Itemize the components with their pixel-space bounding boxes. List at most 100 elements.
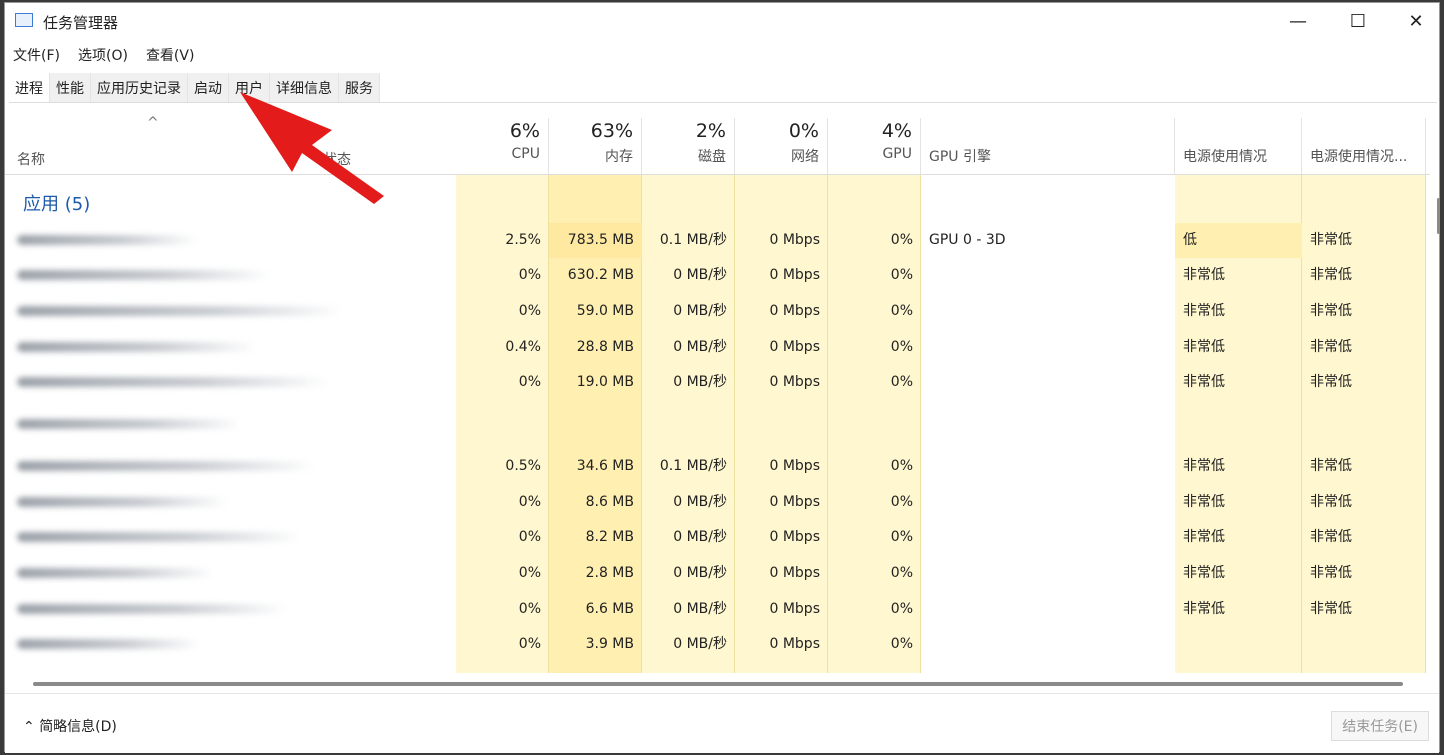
cell-disk: 0 MB/秒 xyxy=(673,267,727,283)
process-name-blurred[interactable] xyxy=(17,235,197,245)
power-label: 电源使用情况 xyxy=(1183,149,1267,165)
cell-power: 非常低 xyxy=(1183,267,1225,283)
cell-gpu: 0% xyxy=(890,636,913,652)
cell-disk: 0 MB/秒 xyxy=(673,339,727,355)
cell-power: 非常低 xyxy=(1183,494,1225,510)
cell-network: 0 Mbps xyxy=(769,601,820,617)
cell-power-trend: 非常低 xyxy=(1310,267,1352,283)
task-manager-icon xyxy=(15,13,33,27)
cell-cpu: 2.5% xyxy=(505,232,541,248)
cell-gpu-engine xyxy=(921,556,1175,591)
column-gpu[interactable]: 4% GPU xyxy=(828,118,921,175)
cell-gpu-engine xyxy=(921,485,1175,520)
horizontal-scrollbar[interactable] xyxy=(33,682,1403,686)
cell-gpu: 0% xyxy=(890,374,913,390)
column-name[interactable]: 名称 xyxy=(17,152,45,168)
column-cpu[interactable]: 6% CPU xyxy=(456,118,549,175)
column-disk[interactable]: 2% 磁盘 xyxy=(642,118,735,175)
cell-memory: 8.2 MB xyxy=(585,529,634,545)
menu-file[interactable]: 文件(F) xyxy=(13,48,60,64)
menu-view[interactable]: 查看(V) xyxy=(145,48,195,64)
cell-memory: 630.2 MB xyxy=(567,267,634,283)
process-name-blurred[interactable] xyxy=(17,419,242,429)
cell-cpu: 0% xyxy=(518,529,541,545)
tab-services[interactable]: 服务 xyxy=(339,73,380,102)
cell-memory: 6.6 MB xyxy=(585,601,634,617)
process-name-blurred[interactable] xyxy=(17,377,329,387)
tab-startup[interactable]: 启动 xyxy=(188,73,229,102)
process-name-blurred[interactable] xyxy=(17,461,315,471)
cell-network: 0 Mbps xyxy=(769,529,820,545)
group-apps[interactable]: 应用 (5) xyxy=(23,194,91,215)
process-table: 6% CPU 63% 内存 2% 磁盘 0% 网络 4% GPU GPU 引擎 电源使用情况 电源使用情… xyxy=(5,118,1430,673)
tab-processes[interactable]: 进程 xyxy=(9,73,50,102)
process-name-blurred[interactable] xyxy=(17,342,256,352)
cell-disk: 0 MB/秒 xyxy=(673,494,727,510)
cell-power-trend: 非常低 xyxy=(1310,529,1352,545)
disk-column-bg xyxy=(642,175,735,673)
column-gpu-engine[interactable]: GPU 引擎 xyxy=(921,118,1175,175)
menu-options[interactable]: 选项(O) xyxy=(77,48,128,64)
fewer-details-button[interactable]: ⌃ 简略信息(D) xyxy=(23,719,117,735)
cell-memory: 783.5 MB xyxy=(549,223,642,258)
cell-disk: 0 MB/秒 xyxy=(673,374,727,390)
column-power-trend[interactable]: 电源使用情况... xyxy=(1302,118,1426,175)
sort-ascending-icon[interactable]: ^ xyxy=(147,115,159,131)
memory-total: 63% xyxy=(590,120,633,142)
cell-gpu: 0% xyxy=(890,494,913,510)
cell-gpu: 0% xyxy=(890,601,913,617)
tab-performance[interactable]: 性能 xyxy=(50,73,91,102)
cell-power: 非常低 xyxy=(1183,303,1225,319)
maximize-button[interactable]: ☐ xyxy=(1349,11,1367,32)
cell-power xyxy=(1175,627,1302,662)
cell-memory: 8.6 MB xyxy=(585,494,634,510)
cell-gpu-engine xyxy=(921,258,1175,293)
cell-power: 非常低 xyxy=(1183,529,1225,545)
cell-power-trend xyxy=(1302,627,1426,662)
network-column-bg xyxy=(735,175,828,673)
cell-gpu: 0% xyxy=(890,458,913,474)
cell-power: 非常低 xyxy=(1183,458,1225,474)
cell-network: 0 Mbps xyxy=(769,494,820,510)
cell-gpu-engine xyxy=(921,330,1175,365)
column-power[interactable]: 电源使用情况 xyxy=(1175,118,1302,175)
cell-cpu: 0.5% xyxy=(505,458,541,474)
gpu-engine-label: GPU 引擎 xyxy=(929,149,991,165)
cell-power-trend: 非常低 xyxy=(1310,339,1352,355)
process-name-blurred[interactable] xyxy=(17,532,301,542)
memory-label: 内存 xyxy=(605,149,633,165)
window-title: 任务管理器 xyxy=(43,14,119,32)
cpu-label: CPU xyxy=(511,146,540,162)
tab-details[interactable]: 详细信息 xyxy=(270,73,339,102)
disk-total: 2% xyxy=(695,120,726,142)
process-name-blurred[interactable] xyxy=(17,568,214,578)
column-memory[interactable]: 63% 内存 xyxy=(549,118,642,175)
power-trend-column-bg xyxy=(1302,175,1426,673)
footer: ⌃ 简略信息(D) 结束任务(E) xyxy=(5,693,1439,753)
cell-gpu: 0% xyxy=(890,232,913,248)
cell-cpu: 0% xyxy=(518,267,541,283)
process-name-blurred[interactable] xyxy=(17,604,287,614)
cell-gpu: 0% xyxy=(890,565,913,581)
cell-cpu: 0% xyxy=(518,374,541,390)
cell-disk: 0 MB/秒 xyxy=(673,303,727,319)
column-network[interactable]: 0% 网络 xyxy=(735,118,828,175)
minimize-button[interactable]: — xyxy=(1289,11,1307,32)
tab-app-history[interactable]: 应用历史记录 xyxy=(91,73,188,102)
cell-cpu: 0% xyxy=(518,601,541,617)
cell-gpu-engine: GPU 0 - 3D xyxy=(929,232,1006,248)
vertical-scrollbar[interactable] xyxy=(1437,198,1440,234)
process-name-blurred[interactable] xyxy=(17,639,200,649)
cell-network: 0 Mbps xyxy=(769,458,820,474)
process-name-blurred[interactable] xyxy=(17,497,228,507)
power-column-bg xyxy=(1175,175,1302,673)
end-task-button[interactable]: 结束任务(E) xyxy=(1331,711,1429,741)
cell-cpu: 0% xyxy=(518,636,541,652)
process-name-blurred[interactable] xyxy=(17,270,270,280)
cell-network: 0 Mbps xyxy=(769,374,820,390)
tab-users[interactable]: 用户 xyxy=(229,73,270,102)
close-button[interactable]: ✕ xyxy=(1408,11,1424,32)
cell-memory: 34.6 MB xyxy=(576,458,634,474)
process-name-blurred[interactable] xyxy=(17,306,343,316)
cell-gpu: 0% xyxy=(890,339,913,355)
